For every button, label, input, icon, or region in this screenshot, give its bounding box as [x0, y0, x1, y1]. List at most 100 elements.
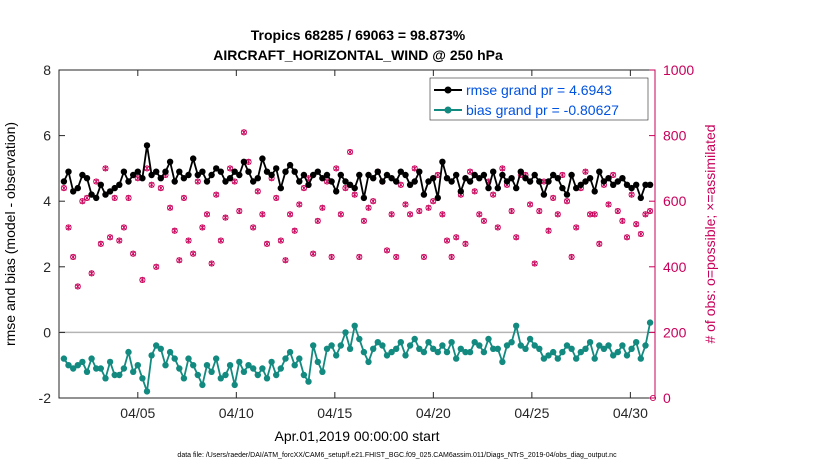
bias-point — [397, 339, 404, 346]
bias-point — [540, 355, 548, 362]
rmse-point — [88, 191, 95, 198]
bias-point — [545, 352, 552, 359]
rmse-point — [166, 158, 174, 165]
rmse-point — [74, 184, 82, 192]
obs-assimilated-marker — [116, 237, 122, 244]
bias-point — [365, 358, 372, 366]
obs-assimilated-marker — [88, 270, 95, 277]
obs-assimilated-marker — [181, 194, 187, 201]
obs-assimilated-marker — [79, 198, 86, 205]
obs-assimilated-marker — [185, 237, 192, 244]
rmse-point — [102, 191, 109, 198]
x-tick-label: 04/25 — [514, 405, 549, 421]
bias-point — [254, 371, 261, 379]
rmse-point — [337, 171, 344, 179]
obs-assimilated-marker — [642, 211, 649, 218]
obs-assimilated-marker — [481, 217, 487, 224]
bias-point — [420, 348, 428, 356]
obs-assimilated-marker — [292, 227, 298, 234]
bias-point — [314, 358, 321, 366]
rmse-point — [194, 171, 201, 179]
rmse-point — [563, 191, 571, 198]
bias-point — [259, 365, 266, 372]
rmse-point — [494, 184, 501, 192]
rmse-point — [573, 184, 580, 192]
obs-assimilated-marker — [245, 158, 252, 165]
obs-count-markers — [60, 129, 657, 402]
obs-assimilated-marker — [407, 211, 413, 218]
obs-assimilated-marker — [402, 201, 409, 208]
rmse-point — [522, 175, 529, 182]
rmse-point — [199, 168, 206, 175]
obs-assimilated-marker — [425, 204, 432, 211]
rmse-point — [185, 171, 192, 179]
rmse-point — [134, 168, 141, 175]
obs-assimilated-marker — [227, 165, 233, 172]
data-file-footnote: data file: /Users/raeder/DAI/ATM_forcXX/… — [177, 452, 617, 459]
bias-point — [277, 365, 284, 372]
bias-point — [79, 358, 86, 366]
obs-assimilated-marker — [605, 201, 612, 208]
rmse-point — [116, 181, 123, 188]
rmse-point — [277, 184, 284, 192]
obs-assimilated-marker — [347, 149, 353, 155]
bias-point — [605, 342, 612, 349]
bias-point — [499, 358, 506, 366]
x-tick-label: 04/10 — [219, 405, 254, 421]
bias-point — [531, 342, 538, 349]
obs-assimilated-marker — [545, 227, 552, 234]
rmse-point — [614, 178, 621, 185]
obs-assimilated-marker — [416, 208, 422, 215]
rmse-point — [577, 181, 584, 188]
rmse-point — [213, 165, 220, 172]
rmse-point — [226, 175, 234, 182]
rmse-point — [365, 171, 372, 179]
obs-assimilated-marker — [70, 253, 76, 260]
bias-point — [106, 358, 114, 366]
rmse-point — [434, 194, 441, 202]
obs-assimilated-marker — [158, 185, 164, 192]
rmse-point — [157, 175, 164, 182]
rmse-point — [106, 188, 114, 195]
rmse-point — [416, 168, 423, 175]
rmse-point — [254, 175, 261, 182]
rmse-point — [508, 175, 515, 182]
bias-point — [286, 348, 294, 356]
y-right-tick-label: 800 — [663, 128, 687, 144]
bias-point — [222, 371, 229, 379]
bias-point — [550, 348, 557, 356]
obs-assimilated-marker — [222, 214, 229, 221]
bias-point — [402, 352, 409, 359]
rmse-point — [374, 168, 381, 175]
legend-rmse-swatch-marker — [444, 86, 452, 94]
obs-assimilated-marker — [125, 194, 132, 201]
obs-assimilated-marker — [93, 178, 99, 185]
obs-assimilated-marker — [615, 208, 621, 215]
y-right-tick-label: 0 — [663, 390, 671, 406]
obs-assimilated-marker — [273, 194, 279, 201]
bias-point — [591, 355, 598, 362]
rmse-point — [342, 178, 349, 185]
bias-point — [503, 342, 511, 349]
obs-assimilated-marker — [241, 129, 247, 136]
rmse-point — [296, 178, 303, 185]
rmse-point — [231, 168, 238, 175]
bias-point — [305, 378, 312, 385]
rmse-point — [282, 168, 289, 175]
rmse-point — [517, 168, 524, 175]
rmse-point — [222, 178, 229, 185]
bias-point — [125, 348, 132, 356]
rmse-point — [623, 181, 631, 188]
rmse-point — [203, 178, 211, 185]
bias-point — [448, 339, 455, 346]
rmse-point — [526, 178, 534, 185]
bias-point — [190, 362, 197, 369]
obs-assimilated-marker — [444, 237, 450, 244]
rmse-point — [148, 171, 155, 179]
bias-point — [522, 345, 529, 352]
obs-assimilated-marker — [319, 204, 326, 211]
bias-point — [439, 342, 446, 349]
rmse-point — [646, 181, 654, 188]
rmse-point — [600, 178, 608, 185]
legend-bias-swatch-marker — [444, 106, 452, 114]
